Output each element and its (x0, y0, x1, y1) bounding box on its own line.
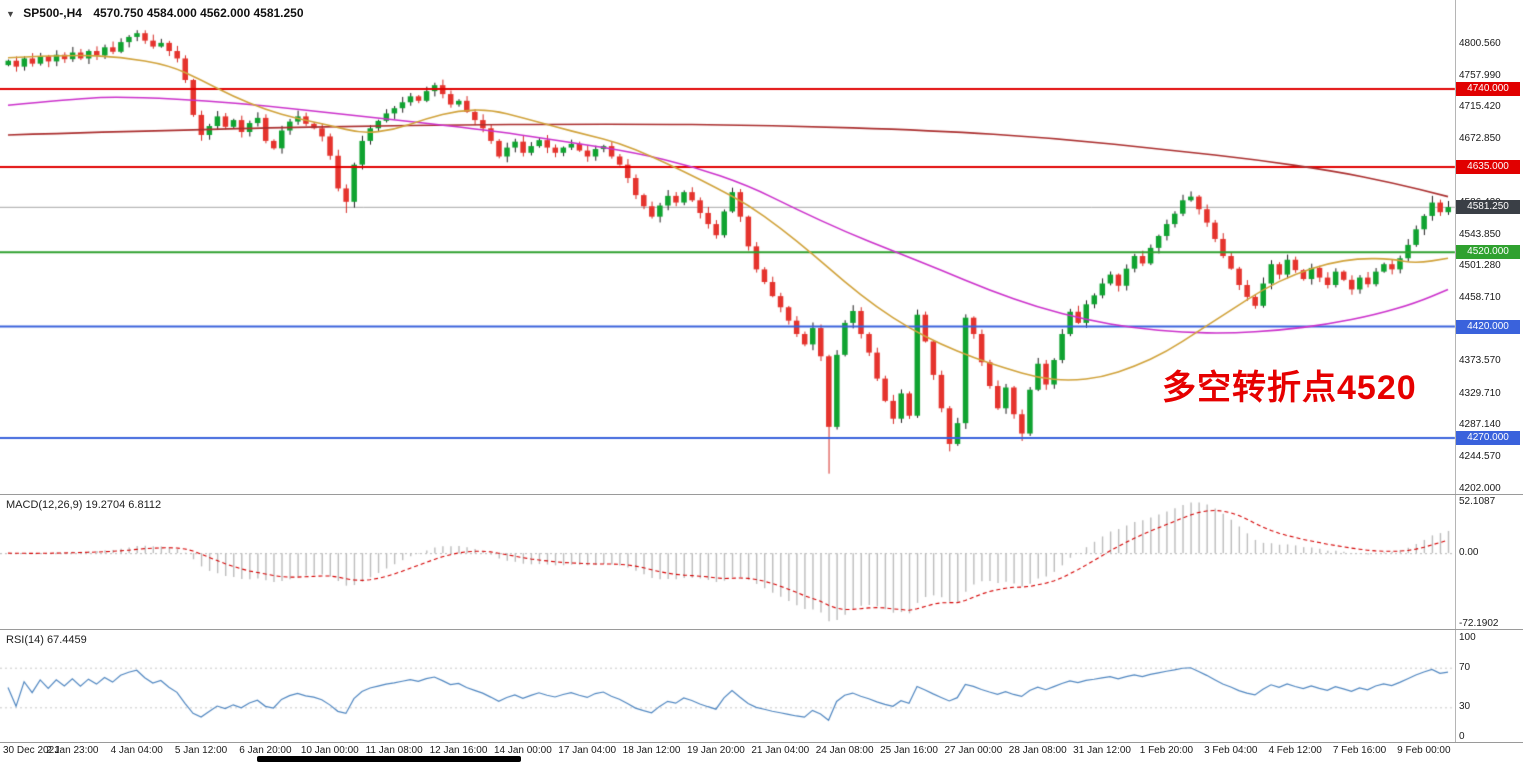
time-axis-label: 3 Feb 04:00 (1204, 745, 1258, 756)
price-axis-label: 4543.850 (1459, 228, 1501, 240)
rsi-axis-label: 70 (1459, 661, 1471, 673)
time-axis-label: 5 Jan 12:00 (174, 745, 228, 756)
rsi-axis-label: 100 (1459, 632, 1476, 643)
collapse-arrow-icon[interactable]: ▼ (6, 9, 15, 19)
time-axis-label: 28 Jan 08:00 (1008, 745, 1067, 756)
time-axis-label: 1 Feb 20:00 (1139, 745, 1194, 756)
price-level-badge: 4420.000 (1456, 319, 1520, 334)
price-axis-label: 4244.570 (1459, 450, 1501, 462)
bottom-bar (257, 756, 521, 762)
ohlc-values: 4570.750 4584.000 4562.000 4581.250 (93, 6, 304, 20)
time-axis-separator (0, 742, 1523, 743)
rsi-name: RSI(14) (6, 634, 44, 646)
price-axis-label: 4373.570 (1459, 355, 1501, 367)
price-axis-label: 4202.000 (1459, 482, 1501, 494)
time-axis-label: 19 Jan 20:00 (687, 745, 745, 756)
time-axis-label: 4 Jan 04:00 (110, 745, 163, 756)
price-axis-separator (1455, 0, 1456, 742)
time-axis-label: 9 Feb 00:00 (1397, 745, 1451, 756)
price-axis-label: 4458.710 (1459, 291, 1501, 303)
rsi-value: 67.4459 (46, 634, 87, 646)
time-axis-label: 31 Jan 12:00 (1073, 745, 1131, 756)
symbol-timeframe: SP500-,H4 (23, 6, 82, 20)
price-level-badge: 4520.000 (1456, 245, 1520, 260)
time-axis-label: 12 Jan 16:00 (429, 745, 488, 756)
macd-pane-separator[interactable] (0, 494, 1523, 495)
macd-axis-label: 52.1087 (1459, 495, 1496, 507)
macd-axis-label: -72.1902 (1459, 618, 1499, 630)
price-level-badge: 4635.000 (1456, 159, 1520, 174)
time-axis-label: 6 Jan 20:00 (239, 745, 292, 756)
rsi-pane-separator[interactable] (0, 629, 1523, 630)
time-axis-label: 24 Jan 08:00 (815, 745, 874, 756)
rsi-axis-label: 0 (1459, 731, 1465, 742)
annotation-text: 多空转折点4520 (1162, 369, 1417, 407)
macd-values: 19.2704 6.8112 (85, 499, 162, 511)
time-axis-label: 18 Jan 12:00 (622, 745, 681, 756)
price-axis-label: 4800.560 (1459, 37, 1501, 49)
price-axis-label: 4287.140 (1459, 419, 1501, 431)
time-axis-label: 21 Jan 04:00 (751, 745, 810, 756)
time-axis-label: 2 Jan 23:00 (46, 745, 99, 756)
time-axis-label: 27 Jan 00:00 (944, 745, 1003, 756)
price-axis-label: 4501.280 (1459, 260, 1501, 272)
current-price-badge: 4581.250 (1456, 199, 1520, 214)
time-axis-label: 7 Feb 16:00 (1332, 745, 1387, 756)
time-axis-label: 11 Jan 08:00 (365, 745, 423, 756)
chart-title: ▼ SP500-,H4 4570.750 4584.000 4562.000 4… (6, 6, 304, 20)
time-axis-label: 25 Jan 16:00 (880, 745, 938, 756)
price-axis-label: 4329.710 (1459, 387, 1501, 399)
macd-indicator-label: MACD(12,26,9) 19.2704 6.8112 (6, 499, 161, 511)
price-axis[interactable]: 4800.5604757.9904715.4204672.8504628.990… (1456, 0, 1523, 742)
macd-axis-label: 0.00 (1459, 547, 1479, 559)
price-level-badge: 4740.000 (1456, 81, 1520, 96)
price-level-badge: 4270.000 (1456, 431, 1520, 445)
macd-name: MACD(12,26,9) (6, 499, 83, 511)
time-axis[interactable]: 30 Dec 2021 2 Jan 23:00 4 Jan 04:00 5 Jan 1… (0, 743, 1455, 761)
price-axis-label: 4757.990 (1459, 69, 1501, 81)
rsi-axis-label: 30 (1459, 701, 1471, 713)
time-axis-label: 30 Dec 2021 (3, 745, 60, 756)
time-axis-label: 4 Feb 12:00 (1268, 745, 1322, 756)
price-axis-label: 4672.850 (1459, 132, 1501, 144)
time-axis-label: 17 Jan 04:00 (558, 745, 617, 756)
time-axis-label: 14 Jan 00:00 (493, 745, 552, 756)
time-axis-label: 10 Jan 00:00 (300, 745, 359, 756)
rsi-indicator-label: RSI(14) 67.4459 (6, 634, 87, 646)
price-axis-label: 4715.420 (1459, 101, 1501, 113)
